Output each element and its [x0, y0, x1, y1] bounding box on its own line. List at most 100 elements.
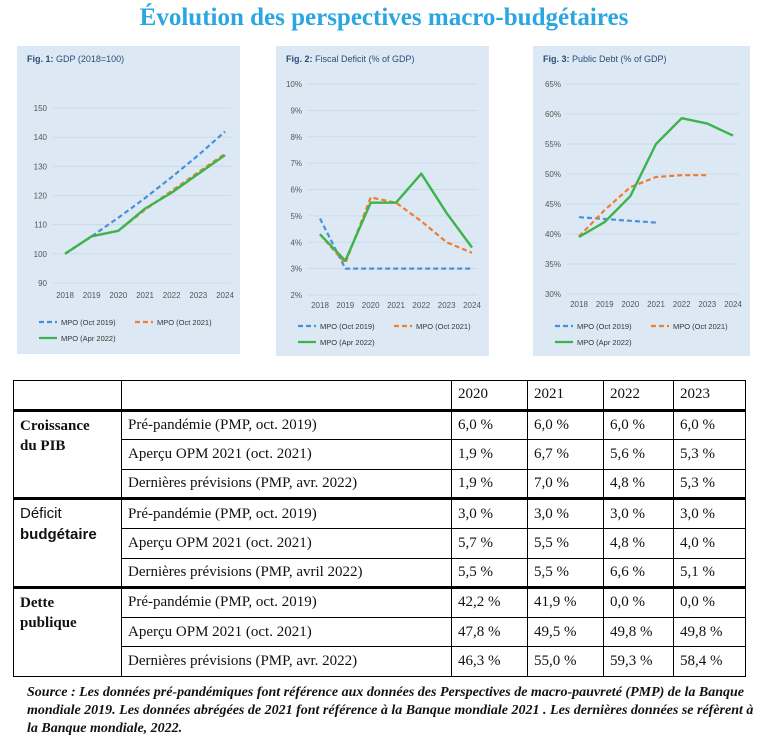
x-tick-label: 2023 [438, 301, 456, 310]
table-row: Dernières prévisions (PMP, avr. 2022) 46… [14, 646, 746, 677]
fig3-title: Fig. 3: Public Debt (% of GDP) [543, 54, 667, 64]
legend-label: MPO (Apr 2022) [320, 338, 375, 347]
cell-value: 3,0 % [603, 497, 674, 529]
fig1-title: Fig. 1: GDP (2018=100) [27, 54, 125, 64]
table-row: Croissance du PIB Pré-pandémie (PMP, oct.… [13, 408, 746, 500]
series-line-oct2019 [64, 130, 226, 255]
row-label: Aperçu OPM 2021 (oct. 2021) [121, 527, 452, 559]
legend-label: MPO (Oct 2019) [320, 322, 375, 331]
y-tick-label: 90 [38, 279, 47, 288]
series-line-oct2019 [319, 218, 472, 270]
group-label-deficit: Déficit budgétaire [13, 497, 122, 589]
y-tick-label: 65% [545, 80, 561, 89]
y-tick-label: 7% [290, 159, 302, 168]
cell-value: 5,6 % [603, 439, 674, 470]
cell-value: 55,0 % [527, 646, 604, 677]
series-line-oct2021 [578, 174, 708, 238]
x-tick-label: 2020 [362, 301, 380, 310]
y-tick-label: 10% [286, 80, 302, 89]
y-tick-label: 130 [34, 162, 48, 171]
year-header: 2022 [603, 380, 674, 411]
row-label: Dernières prévisions (PMP, avr. 2022) [121, 468, 452, 500]
fig2-title: Fig. 2: Fiscal Deficit (% of GDP) [286, 54, 415, 64]
cell-value: 41,9 % [527, 586, 604, 618]
row-label: Aperçu OPM 2021 (oct. 2021) [121, 616, 452, 648]
forecast-table: 2020 2021 2022 2023 Croissance du PIB Pré… [13, 380, 746, 677]
x-tick-label: 2019 [336, 301, 354, 310]
cell-value: 6,0 % [527, 408, 604, 441]
y-tick-label: 35% [545, 260, 561, 269]
page-title: Évolution des perspectives macro-budgéta… [139, 4, 629, 31]
y-tick-label: 9% [290, 106, 302, 115]
cell-value: 5,5 % [451, 557, 528, 589]
y-tick-label: 140 [34, 133, 48, 142]
x-tick-label: 2023 [698, 300, 716, 309]
cell-value: 42,2 % [451, 586, 528, 618]
fig3-chart: 30% 35% 40% 45% 50% 55% 60% 65% 2018 2019 2020 2021… [545, 80, 742, 347]
table-row: Dernières prévisions (PMP, avr. 2022) 1,… [14, 468, 746, 500]
x-tick-label: 2024 [463, 301, 481, 310]
cell-value: 4,0 % [673, 527, 746, 559]
x-tick-label: 2024 [216, 291, 234, 300]
y-tick-label: 45% [545, 200, 561, 209]
series-line-oct2021 [319, 196, 473, 265]
row-label: Dernières prévisions (PMP, avr. 2022) [121, 646, 452, 677]
table-row: Déficit budgétaire Pré-pandémie (PMP, oct… [13, 497, 746, 589]
group-label-debt: Dette publique [13, 586, 122, 677]
cell-value: 49,5 % [527, 616, 604, 648]
cell-value: 0,0 % [603, 586, 674, 618]
fig3-public-debt-panel: Fig. 3: Public Debt (% of GDP) 30% 35% 40%… [533, 46, 750, 356]
cell-value: 49,8 % [603, 616, 674, 648]
x-tick-label: 2020 [621, 300, 639, 309]
table-row: Dette publique Pré-pandémie (PMP, oct. 20… [13, 586, 746, 677]
fig2-chart: 2% 3% 4% 5% 6% 7% 8% 9% 10% 2018 2019 2020 2021 2022 2… [286, 80, 481, 347]
source-note: Source : Les données pré-pandémiques fon… [27, 685, 754, 736]
row-label: Dernières prévisions (PMP, avril 2022) [121, 557, 452, 589]
legend-label: MPO (Oct 2019) [61, 318, 116, 327]
y-tick-label: 8% [290, 133, 302, 142]
x-tick-label: 2021 [647, 300, 665, 309]
y-tick-label: 55% [545, 140, 561, 149]
legend-label: MPO (Oct 2021) [673, 322, 728, 331]
y-tick-label: 50% [545, 170, 561, 179]
x-tick-label: 2021 [136, 291, 154, 300]
x-tick-label: 2022 [412, 301, 430, 310]
y-tick-label: 40% [545, 230, 561, 239]
cell-value: 6,6 % [603, 557, 674, 589]
cell-value: 3,0 % [451, 497, 528, 529]
x-tick-label: 2018 [570, 300, 588, 309]
row-label: Pré-pandémie (PMP, oct. 2019) [121, 408, 452, 441]
x-tick-label: 2019 [83, 291, 101, 300]
cell-value: 5,5 % [527, 527, 604, 559]
series-line-apr2022 [578, 116, 734, 239]
year-header: 2021 [527, 380, 604, 411]
fig1-gdp-panel: Fig. 1: GDP (2018=100) 90 100 110 120 130 140… [17, 46, 240, 354]
cell-value: 58,4 % [673, 646, 746, 677]
series-line-apr2022 [319, 172, 473, 262]
y-tick-label: 6% [290, 186, 302, 195]
legend-label: MPO (Apr 2022) [577, 338, 632, 347]
x-tick-label: 2018 [56, 291, 74, 300]
fig2-fiscal-deficit-panel: Fig. 2: Fiscal Deficit (% of GDP) 2% 3% 4%… [276, 46, 489, 356]
cell-value: 46,3 % [451, 646, 528, 677]
y-tick-label: 30% [545, 290, 561, 299]
x-tick-label: 2022 [673, 300, 691, 309]
x-tick-label: 2024 [724, 300, 742, 309]
cell-value: 6,0 % [451, 408, 528, 441]
cell-value: 4,8 % [603, 527, 674, 559]
cell-value: 7,0 % [527, 468, 604, 500]
group-label-gdp: Croissance du PIB [13, 408, 122, 500]
y-tick-label: 100 [34, 250, 48, 259]
year-header: 2023 [673, 380, 746, 411]
cell-value: 5,7 % [451, 527, 528, 559]
cell-value: 5,5 % [527, 557, 604, 589]
cell-value: 3,0 % [673, 497, 746, 529]
cell-value: 1,9 % [451, 439, 528, 470]
legend-label: MPO (Oct 2021) [416, 322, 471, 331]
series-line-apr2022 [64, 154, 226, 255]
x-tick-label: 2018 [311, 301, 329, 310]
row-label: Pré-pandémie (PMP, oct. 2019) [121, 497, 452, 529]
x-tick-label: 2021 [387, 301, 405, 310]
y-tick-label: 150 [34, 104, 48, 113]
cell-value: 3,0 % [527, 497, 604, 529]
